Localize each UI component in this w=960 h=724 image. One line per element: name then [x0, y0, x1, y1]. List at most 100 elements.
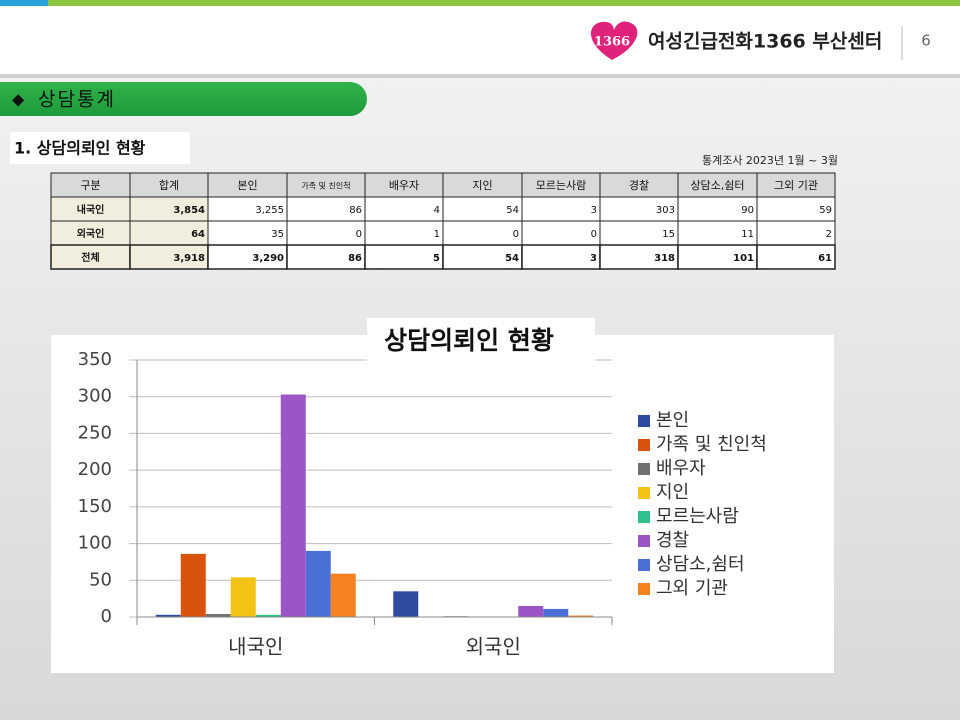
table-cell [442, 220, 523, 246]
section-bar [0, 82, 367, 116]
cell-value: 303 [656, 205, 675, 216]
legend-label: 경찰 [656, 530, 689, 551]
bar [255, 614, 281, 617]
section-marker: ◆ [12, 90, 25, 109]
header-shadow [0, 74, 960, 78]
table-cell [129, 244, 209, 270]
legend-label: 모르는사람 [656, 506, 739, 527]
cell-value: 59 [819, 205, 832, 216]
cell-value: 1 [434, 229, 440, 240]
bar [393, 591, 419, 617]
cell-value: 90 [741, 205, 754, 216]
legend-label: 상담소,쉼터 [656, 554, 745, 575]
table-cell [521, 220, 601, 246]
table-cell [129, 196, 209, 222]
cell-value: 11 [741, 229, 754, 240]
x-tick-label: 내국인 [228, 635, 283, 659]
y-tick-label: 300 [78, 386, 112, 407]
x-tick-label: 외국인 [466, 635, 521, 659]
y-tick-label: 200 [78, 459, 112, 480]
cell-value: 3,290 [252, 253, 284, 264]
y-tick-label: 100 [78, 533, 112, 554]
table-cell [207, 220, 288, 246]
y-tick-label: 0 [101, 606, 112, 627]
center-name: 여성긴급전화1366 부산센터 [648, 31, 882, 53]
logo-heart [590, 21, 638, 60]
chart-area [51, 335, 834, 673]
section-title: 상담통계 [38, 89, 116, 111]
legend-label: 가족 및 친인척 [656, 434, 767, 455]
table-cell [207, 244, 288, 270]
table-cell [521, 196, 601, 222]
table-cell [599, 244, 679, 270]
header-text: 본인 [237, 179, 257, 192]
cell-value: 0 [356, 229, 362, 240]
header-text: 경찰 [629, 179, 649, 192]
legend-label: 그외 기관 [656, 578, 728, 599]
y-tick-label: 250 [78, 422, 112, 443]
y-tick-label: 350 [78, 349, 112, 370]
bar [280, 394, 306, 617]
header-text: 구분 [80, 179, 100, 192]
cell-value: 4 [434, 205, 440, 216]
bar [155, 614, 181, 617]
table-cell [677, 220, 758, 246]
chart-title-bg [367, 318, 595, 364]
cell-value: 86 [348, 253, 362, 264]
bar [543, 608, 569, 617]
table-cell [756, 244, 836, 270]
table-cell [50, 244, 131, 270]
y-tick-label: 50 [89, 569, 112, 590]
bar [180, 553, 206, 617]
top-stripe-blue [0, 0, 48, 6]
header-text: 배우자 [389, 179, 419, 192]
cell-value: 3,918 [173, 253, 205, 264]
cell-value: 15 [662, 229, 675, 240]
row-label: 전체 [81, 251, 99, 264]
table-cell [286, 196, 366, 222]
bar [518, 605, 544, 617]
cell-value: 54 [506, 205, 519, 216]
page-number: 6 [921, 32, 931, 50]
chart-title: 상담의뢰인 현황 [384, 326, 554, 355]
legend-swatch [638, 439, 650, 451]
bar [205, 614, 231, 617]
table-cell [129, 220, 209, 246]
cell-value: 35 [271, 229, 284, 240]
cell-value: 0 [513, 229, 519, 240]
cell-value: 61 [818, 253, 832, 264]
header-text: 가족 및 친인척 [301, 181, 350, 191]
legend-label: 지인 [656, 482, 689, 503]
table-cell [756, 220, 836, 246]
cell-value: 3 [590, 253, 597, 264]
table-cell [442, 196, 523, 222]
bar [330, 573, 356, 617]
table-note: 통계조사 2023년 1월 ~ 3월 [702, 154, 838, 167]
cell-value: 2 [826, 229, 832, 240]
bar [230, 577, 256, 617]
cell-value: 3 [591, 205, 597, 216]
legend-swatch [638, 511, 650, 523]
legend-label: 본인 [656, 410, 689, 431]
legend-swatch [638, 463, 650, 475]
legend-label: 배우자 [656, 458, 706, 479]
header-cell [599, 172, 679, 198]
table-cell [286, 220, 366, 246]
table-cell [677, 196, 758, 222]
legend-swatch [638, 559, 650, 571]
cell-value: 3,255 [255, 205, 284, 216]
logo-text: 1366 [594, 35, 630, 50]
cell-value: 54 [505, 253, 519, 264]
table-cell [599, 196, 679, 222]
header-text: 합계 [159, 179, 179, 192]
subsection-bg [10, 132, 190, 164]
top-stripe [0, 0, 960, 6]
header-text: 모르는사람 [536, 179, 587, 192]
cell-value: 0 [591, 229, 597, 240]
table-cell [364, 196, 444, 222]
cell-value: 318 [654, 253, 675, 264]
header-text: 상담소,쉼터 [690, 179, 744, 192]
bar [568, 615, 594, 617]
cell-value: 86 [349, 205, 362, 216]
